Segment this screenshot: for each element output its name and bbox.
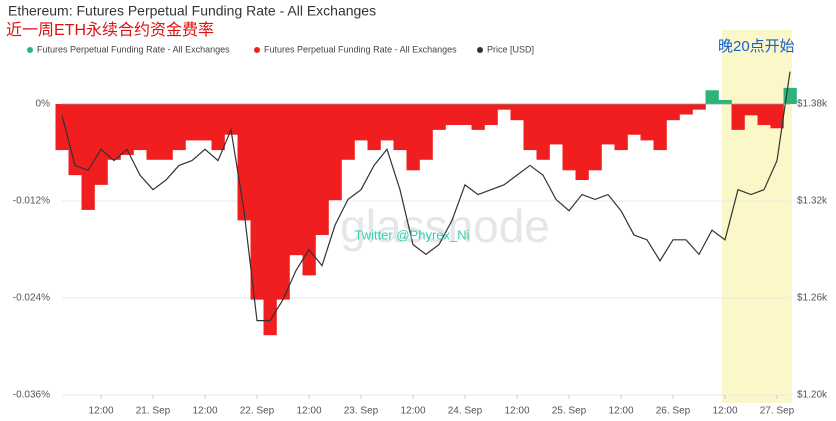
y2-tick-label: $1.32k	[797, 196, 828, 207]
bar	[354, 104, 368, 141]
y2-tick-label: $1.26k	[797, 293, 828, 304]
x-tick-label: 12:00	[504, 406, 529, 417]
bar	[614, 104, 628, 151]
bar	[120, 104, 134, 155]
bar	[211, 104, 225, 151]
x-tick-label: 12:00	[712, 406, 737, 417]
bar	[497, 104, 511, 110]
bar	[562, 104, 576, 171]
bar	[68, 104, 82, 176]
x-tick-label: 12:00	[296, 406, 321, 417]
legend-label: Price [USD]	[487, 44, 534, 54]
bar	[484, 104, 498, 126]
annotation: 晚20点开始	[718, 38, 795, 55]
bar	[575, 104, 589, 180]
bar	[666, 104, 680, 121]
bar	[224, 104, 238, 135]
bar	[705, 90, 719, 105]
y-tick-label: -0.036%	[13, 390, 50, 401]
bar	[263, 104, 277, 336]
bar	[692, 104, 706, 110]
x-tick-label: 12:00	[88, 406, 113, 417]
bar	[640, 104, 654, 141]
bar	[146, 104, 160, 160]
bar	[432, 104, 446, 130]
bar	[757, 104, 771, 126]
price-line	[61, 71, 791, 322]
bar	[81, 104, 95, 210]
y2-tick-label: $1.20k	[797, 390, 828, 401]
x-tick-label: 27. Sep	[760, 406, 795, 417]
legend-marker	[477, 47, 483, 53]
bar	[55, 104, 69, 151]
bar	[94, 104, 108, 185]
bar	[133, 104, 147, 151]
x-tick-label: 23. Sep	[344, 406, 379, 417]
legend-label: Futures Perpetual Funding Rate - All Exc…	[37, 44, 230, 54]
bar	[588, 104, 602, 171]
x-tick-label: 22. Sep	[240, 406, 275, 417]
bar	[341, 104, 355, 160]
bar	[393, 104, 407, 151]
bar	[718, 99, 732, 105]
bar	[523, 104, 537, 151]
bar	[406, 104, 420, 171]
bar	[510, 104, 524, 121]
bar	[367, 104, 381, 151]
bar	[536, 104, 550, 160]
bar	[419, 104, 433, 160]
bar	[601, 104, 615, 145]
bar	[627, 104, 641, 135]
bar	[237, 104, 251, 221]
bar	[731, 104, 745, 130]
bar	[445, 104, 459, 126]
x-tick-label: 12:00	[400, 406, 425, 417]
x-tick-label: 25. Sep	[552, 406, 587, 417]
bar	[315, 104, 329, 235]
bar	[185, 104, 199, 141]
bar	[458, 104, 472, 126]
y-tick-label: 0%	[36, 99, 51, 110]
bar	[172, 104, 186, 151]
bar	[107, 104, 121, 160]
bar	[380, 104, 394, 141]
x-tick-label: 12:00	[192, 406, 217, 417]
bar	[328, 104, 342, 201]
x-tick-label: 21. Sep	[136, 406, 171, 417]
bar	[744, 104, 758, 116]
x-tick-label: 24. Sep	[448, 406, 483, 417]
bar	[198, 104, 212, 141]
watermark: glassnode	[340, 200, 550, 252]
bar	[549, 104, 563, 145]
legend-marker	[27, 47, 33, 53]
bar	[653, 104, 667, 151]
chart-title: Ethereum: Futures Perpetual Funding Rate…	[8, 3, 376, 19]
bar	[302, 104, 316, 276]
bar	[471, 104, 485, 130]
bar	[159, 104, 173, 160]
legend-marker	[254, 47, 260, 53]
y-tick-label: -0.012%	[13, 196, 50, 207]
highlight-region	[722, 30, 792, 403]
x-tick-label: 12:00	[608, 406, 633, 417]
chart-subtitle: 近一周ETH永续合约资金费率	[6, 21, 214, 39]
y-tick-label: -0.024%	[13, 293, 50, 304]
bar	[289, 104, 303, 256]
legend-label: Futures Perpetual Funding Rate - All Exc…	[264, 44, 457, 54]
x-tick-label: 26. Sep	[656, 406, 691, 417]
bar	[679, 104, 693, 115]
bar	[276, 104, 290, 300]
y2-tick-label: $1.38k	[797, 99, 828, 110]
watermark: Twitter @Phyrex_Ni	[354, 227, 469, 242]
bar	[770, 104, 784, 129]
bar	[250, 104, 264, 300]
